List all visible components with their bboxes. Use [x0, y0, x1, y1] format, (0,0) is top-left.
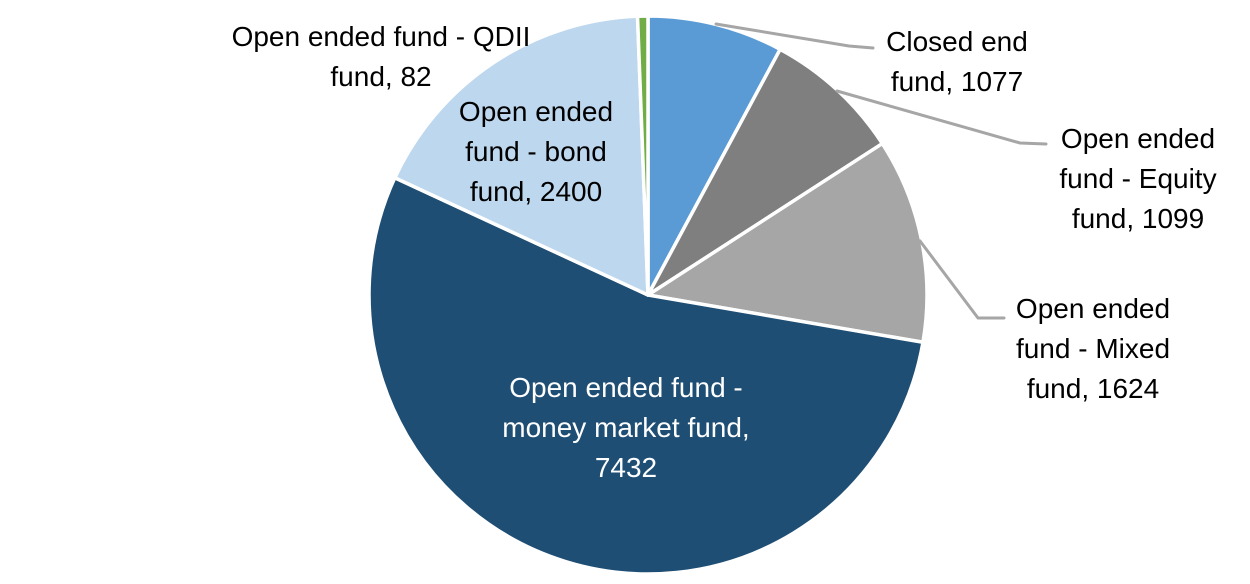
- data-label-mixed-fund: Open ended fund - Mixed fund, 1624: [1016, 293, 1170, 404]
- pie-slice-money-market-fund: [367, 176, 925, 576]
- data-label-bond-fund: Open ended fund - bond fund, 2400: [459, 96, 613, 207]
- pie-slice-bond-fund: [393, 14, 650, 297]
- leader-line-closed-end-fund: [714, 22, 875, 50]
- data-label-money-market-fund: Open ended fund -money market fund, 7432: [502, 372, 749, 483]
- leader-line-equity-fund: [835, 89, 1048, 146]
- data-label-closed-end-fund: Closed end fund, 1077: [886, 26, 1028, 97]
- pie-slice-mixed-fund: [646, 141, 929, 345]
- pie-slice-qdii-fund: [635, 14, 650, 297]
- data-label-equity-fund: Open ended fund - Equity fund, 1099: [1059, 123, 1216, 234]
- data-label-qdii-fund: Open ended fund - QDII fund, 82: [232, 21, 531, 92]
- leader-line-mixed-fund: [918, 239, 1006, 320]
